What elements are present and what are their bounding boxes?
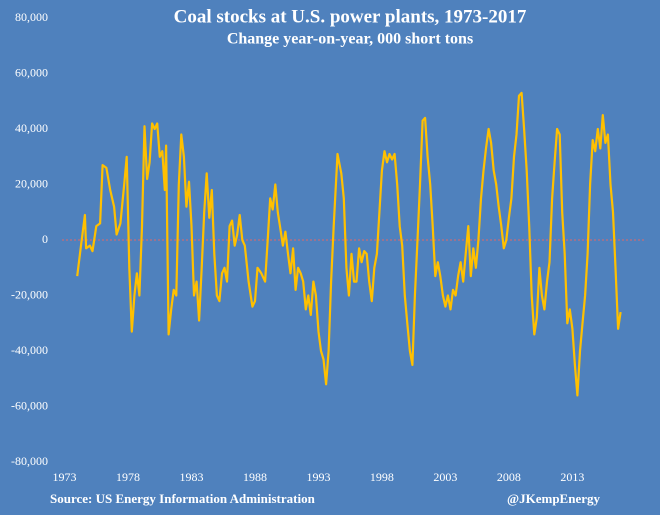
y-tick-label: 80,000 (15, 10, 48, 24)
x-tick-label: 1978 (116, 470, 140, 484)
y-tick-label: 0 (42, 232, 48, 246)
source: Source: US Energy Information Administra… (50, 491, 316, 506)
y-tick-label: -20,000 (11, 287, 48, 301)
credit: @JKempEnergy (507, 491, 600, 506)
x-tick-label: 2008 (497, 470, 521, 484)
x-tick-label: 1988 (243, 470, 267, 484)
y-tick-label: -80,000 (11, 454, 48, 468)
y-tick-label: 60,000 (15, 65, 48, 79)
y-tick-label: -40,000 (11, 343, 48, 357)
data-line (76, 91, 622, 397)
y-tick-label: 20,000 (15, 176, 48, 190)
x-tick-label: 1983 (179, 470, 203, 484)
x-tick-label: 2003 (433, 470, 457, 484)
x-tick-label: 1993 (306, 470, 330, 484)
y-tick-label: -60,000 (11, 398, 48, 412)
x-tick-label: 1998 (370, 470, 394, 484)
chart-title: Coal stocks at U.S. power plants, 1973-2… (174, 6, 527, 27)
chart-subtitle: Change year-on-year, 000 short tons (227, 31, 473, 48)
x-tick-label: 2013 (560, 470, 584, 484)
x-tick-label: 1973 (53, 470, 77, 484)
y-tick-label: 40,000 (15, 121, 48, 135)
